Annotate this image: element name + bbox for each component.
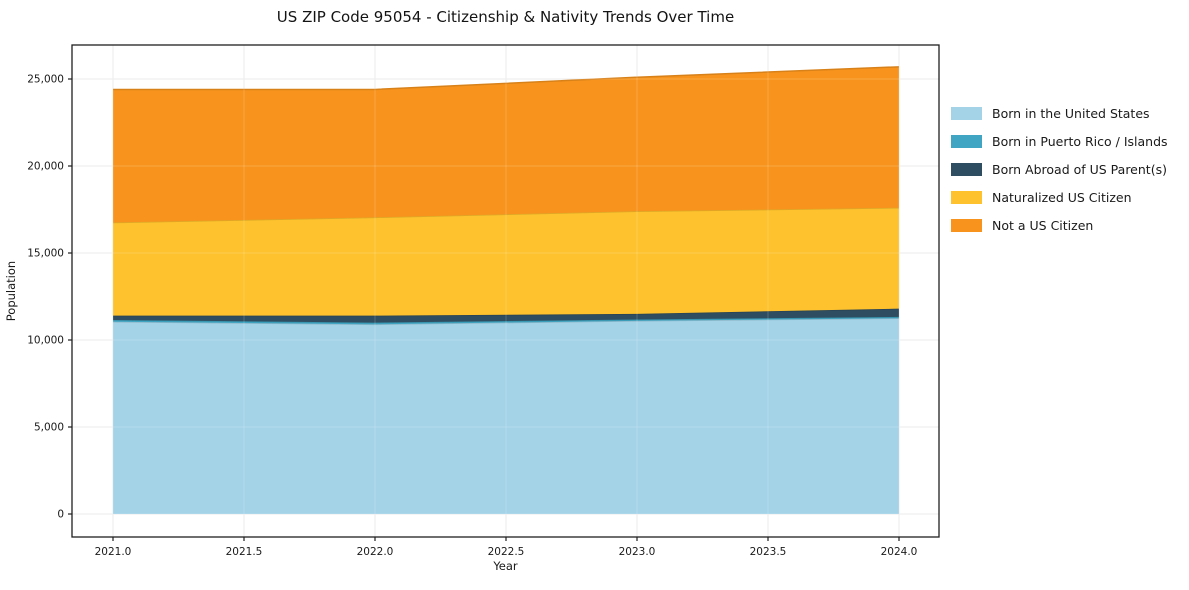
y-tick-label: 25,000 [27, 74, 64, 86]
legend-swatch [951, 219, 982, 232]
legend-label: Born in Puerto Rico / Islands [992, 134, 1168, 149]
legend-item: Naturalized US Citizen [951, 187, 1168, 208]
gridlines-overlay [72, 45, 939, 537]
legend-swatch [951, 163, 982, 176]
y-axis-label: Population [4, 260, 18, 322]
x-tick-label: 2022.5 [488, 546, 525, 558]
x-tick-label: 2021.0 [95, 546, 132, 558]
legend-item: Born Abroad of US Parent(s) [951, 159, 1168, 180]
legend-swatch [951, 107, 982, 120]
y-tick-label: 20,000 [27, 161, 64, 173]
axis-ticks [68, 78, 900, 541]
x-tick-label: 2024.0 [881, 546, 918, 558]
x-tick-label: 2022.0 [357, 546, 394, 558]
legend-swatch [951, 191, 982, 204]
area-series-3 [113, 207, 899, 316]
legend: Born in the United States Born in Puerto … [951, 103, 1168, 236]
x-tick-label: 2023.5 [750, 546, 787, 558]
y-tick-label: 5,000 [34, 422, 64, 434]
legend-label: Born in the United States [992, 106, 1150, 121]
area-series-0 [113, 318, 899, 514]
area-series-2 [113, 308, 899, 323]
x-axis-label: Year [493, 559, 518, 573]
area-series-4 [113, 66, 899, 223]
chart-title: US ZIP Code 95054 - Citizenship & Nativi… [276, 8, 735, 26]
legend-item: Born in the United States [951, 103, 1168, 124]
x-tick-label: 2021.5 [226, 546, 263, 558]
tick-labels: 2021.0 2021.5 2022.0 2022.5 2023.0 2023.5 2024… [27, 74, 917, 558]
y-tick-label: 10,000 [27, 335, 64, 347]
y-tick-label: 15,000 [27, 248, 64, 260]
legend-label: Born Abroad of US Parent(s) [992, 162, 1167, 177]
y-tick-label: 0 [57, 509, 64, 521]
legend-label: Not a US Citizen [992, 218, 1094, 233]
legend-item: Born in Puerto Rico / Islands [951, 131, 1168, 152]
legend-label: Naturalized US Citizen [992, 190, 1132, 205]
legend-swatch [951, 135, 982, 148]
x-tick-label: 2023.0 [619, 546, 656, 558]
area-edge-4 [113, 66, 900, 91]
legend-item: Not a US Citizen [951, 215, 1168, 236]
